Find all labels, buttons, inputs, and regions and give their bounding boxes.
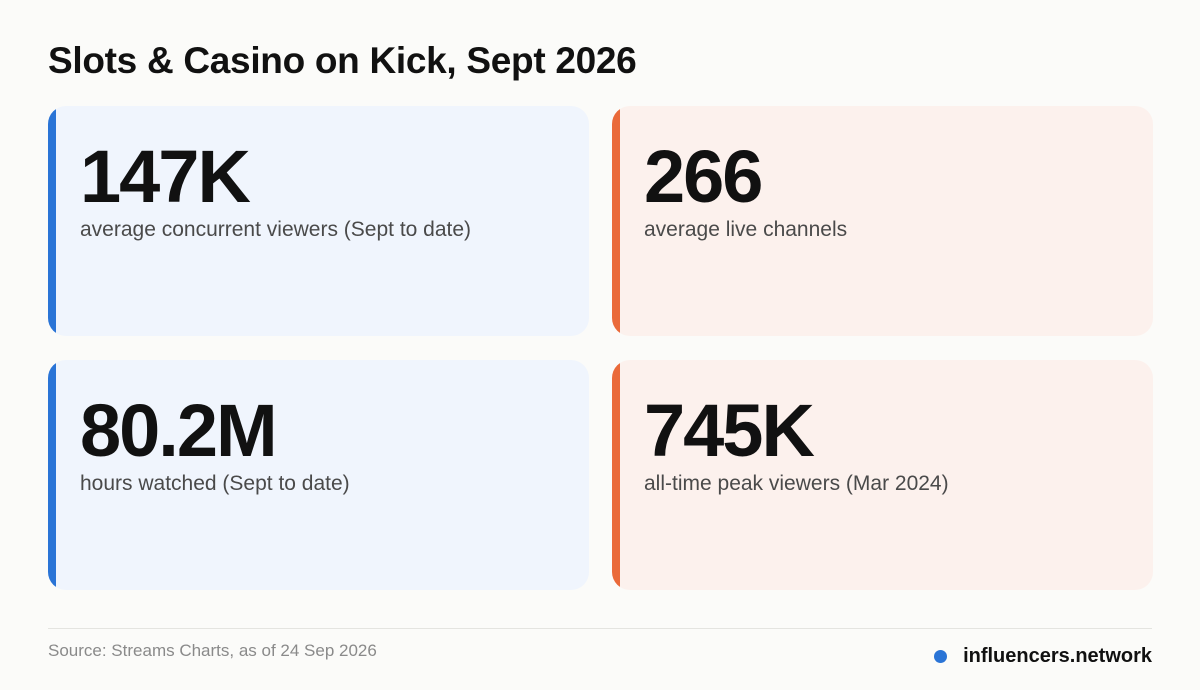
brand: influencers.network	[934, 645, 1152, 668]
brand-name: influencers.network	[963, 645, 1152, 667]
accent-bar	[612, 360, 620, 590]
source-note: Source: Streams Charts, as of 24 Sep 202…	[48, 641, 377, 660]
stat-label: all-time peak viewers (Mar 2024)	[644, 472, 949, 495]
stat-label: hours watched (Sept to date)	[80, 472, 350, 495]
accent-bar	[48, 360, 56, 590]
page-title: Slots & Casino on Kick, Sept 2026	[48, 40, 637, 81]
stat-value: 80.2M	[80, 389, 278, 472]
stat-card-avg-live-channels: 266 average live channels	[612, 106, 1153, 336]
accent-bar	[612, 106, 620, 336]
stat-label: average concurrent viewers (Sept to date…	[80, 218, 472, 241]
stat-card-peak-viewers: 745K all-time peak viewers (Mar 2024)	[612, 360, 1153, 590]
stat-card-hours-watched: 80.2M hours watched (Sept to date)	[48, 360, 589, 590]
stat-value: 266	[644, 135, 763, 218]
accent-bar	[48, 106, 56, 336]
stat-value: 745K	[644, 389, 815, 472]
stat-card-avg-concurrent-viewers: 147K average concurrent viewers (Sept to…	[48, 106, 589, 336]
dot-icon	[934, 650, 948, 663]
stat-label: average live channels	[644, 218, 848, 241]
stat-value: 147K	[80, 135, 251, 218]
footer-divider	[48, 628, 1152, 629]
